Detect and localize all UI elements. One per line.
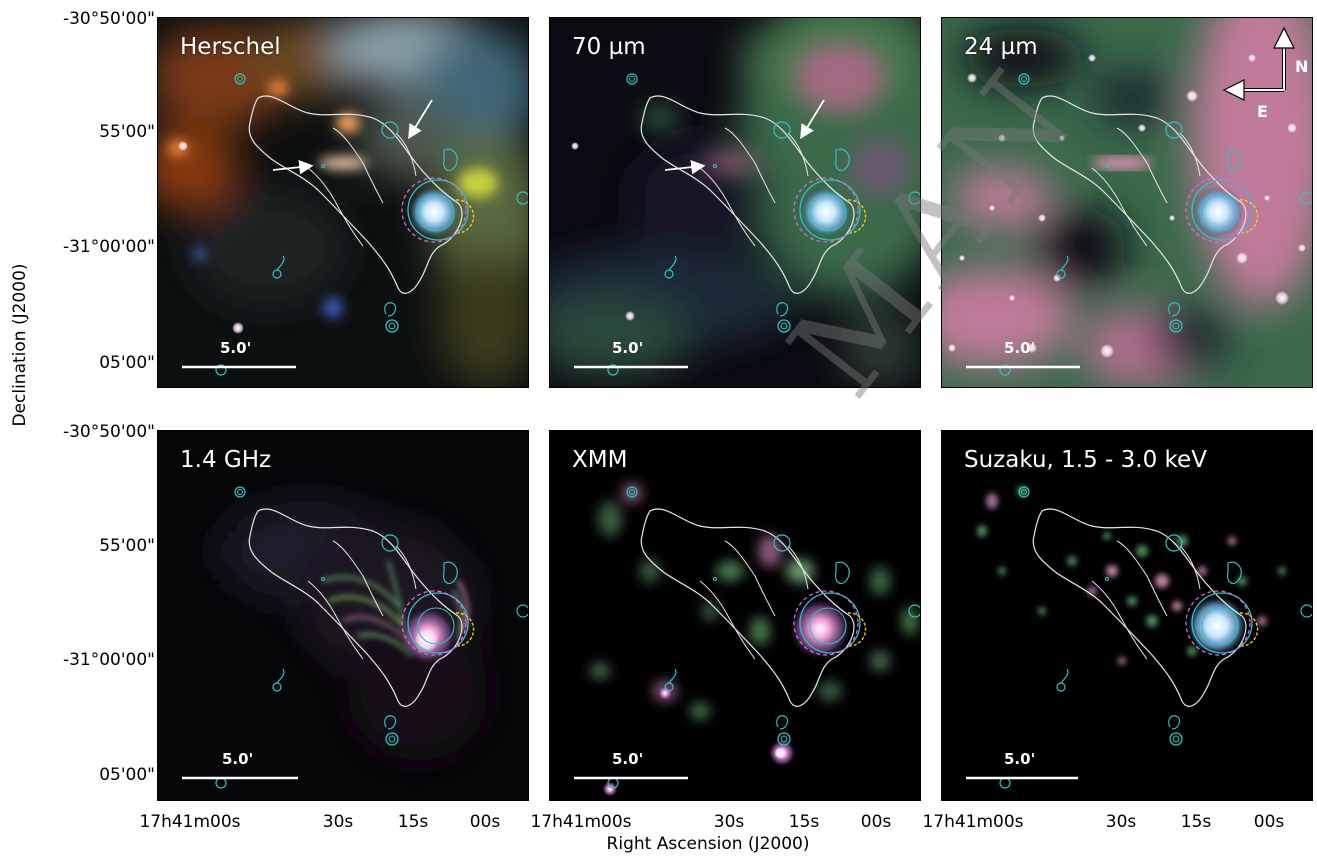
panel-1-4ghz: 1.4 GHz 5.0' [157, 430, 529, 801]
ra-tick-c3-2: 30s [1105, 812, 1137, 832]
compass-arrows [1222, 26, 1295, 101]
y-axis-title: Declination (J2000) [10, 263, 30, 427]
dec-tick-top-4: 05'00" [99, 353, 155, 373]
scalebar-label-xmm: 5.0' [612, 750, 644, 768]
ra-tick-c1-2: 30s [322, 812, 354, 832]
mips24-image [942, 18, 1312, 387]
compass-north-label: N [1295, 57, 1309, 76]
panel-suzaku: Suzaku, 1.5 - 3.0 keV 5.0' [941, 430, 1313, 801]
dec-tick-bottom-1: -30°50'00" [62, 422, 155, 442]
x-axis-title: Right Ascension (J2000) [606, 834, 810, 854]
panel-label-70um: 70 µm [572, 34, 646, 60]
dec-tick-top-1: -30°50'00" [62, 9, 155, 29]
panel-70um: 70 µm 5.0' [549, 17, 921, 388]
mips70-image [550, 18, 920, 387]
herschel-image [158, 18, 528, 387]
panel-label-24um: 24 µm [964, 34, 1038, 60]
scalebar-label-1-4ghz: 5.0' [222, 750, 254, 768]
dec-tick-bottom-4: 05'00" [99, 765, 155, 785]
dec-tick-top-2: 55'00" [99, 122, 155, 142]
scalebar-label-70um: 5.0' [612, 339, 644, 357]
radio-image [158, 431, 528, 800]
panel-24um: 24 µm N E 5.0' [941, 17, 1313, 388]
ra-tick-c2-4: 00s [860, 812, 892, 832]
suzaku-image [942, 431, 1312, 800]
ra-tick-c2-3: 15s [788, 812, 820, 832]
ra-tick-c1-4: 00s [469, 812, 501, 832]
xmm-image [550, 431, 920, 800]
compass-east-label: E [1257, 102, 1268, 121]
panel-label-xmm: XMM [572, 447, 628, 473]
panel-label-suzaku: Suzaku, 1.5 - 3.0 keV [964, 447, 1207, 473]
ra-tick-c3-1: 17h41m00s [922, 812, 1024, 832]
ra-tick-c2-1: 17h41m00s [530, 812, 632, 832]
panel-label-1-4ghz: 1.4 GHz [180, 447, 272, 473]
ra-tick-c2-2: 30s [713, 812, 745, 832]
scalebar-label-suzaku: 5.0' [1004, 750, 1036, 768]
scalebar-label-24um: 5.0' [1004, 339, 1036, 357]
panel-xmm: XMM 5.0' [549, 430, 921, 801]
dec-tick-top-3: -31°00'00" [62, 237, 155, 257]
ra-tick-c1-3: 15s [397, 812, 429, 832]
dec-tick-bottom-2: 55'00" [99, 536, 155, 556]
panel-herschel: Herschel 5.0' [157, 17, 529, 388]
panel-label-herschel: Herschel [180, 34, 281, 60]
scalebar-label-herschel: 5.0' [220, 339, 252, 357]
ra-tick-c3-4: 00s [1253, 812, 1285, 832]
dec-tick-bottom-3: -31°00'00" [62, 650, 155, 670]
ra-tick-c1-1: 17h41m00s [139, 812, 241, 832]
ra-tick-c3-3: 15s [1180, 812, 1212, 832]
